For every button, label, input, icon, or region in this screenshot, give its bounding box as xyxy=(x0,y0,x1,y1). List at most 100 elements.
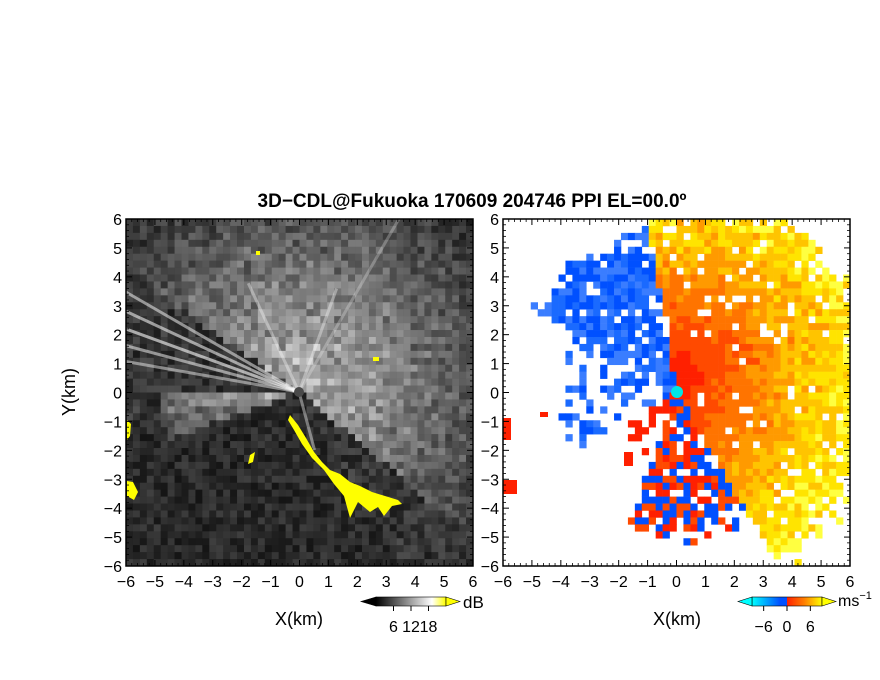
intensity-cell xyxy=(223,545,231,553)
velocity-cell xyxy=(773,427,781,435)
intensity-cell xyxy=(285,454,293,463)
intensity-cell xyxy=(466,503,473,511)
intensity-cell xyxy=(459,246,467,254)
intensity-cell xyxy=(174,336,182,345)
intensity-cell xyxy=(375,517,384,525)
intensity-cell xyxy=(167,309,175,317)
velocity-cell xyxy=(843,350,850,359)
intensity-cell xyxy=(285,336,293,345)
intensity-cell xyxy=(396,267,404,275)
velocity-cell xyxy=(641,232,650,241)
intensity-cell xyxy=(230,454,238,463)
velocity-cell xyxy=(593,260,601,268)
intensity-cell xyxy=(285,302,293,310)
intensity-cell xyxy=(320,281,328,289)
intensity-cell xyxy=(334,448,342,456)
intensity-cell xyxy=(160,385,168,393)
intensity-cell xyxy=(348,371,356,379)
intensity-cell xyxy=(271,538,279,546)
velocity-cell xyxy=(759,503,768,511)
velocity-cell xyxy=(662,267,670,275)
intensity-cell xyxy=(417,559,425,566)
x-tick-label: 4 xyxy=(788,574,797,591)
intensity-cell xyxy=(243,448,252,456)
intensity-cell xyxy=(424,288,432,296)
velocity-cell xyxy=(648,503,656,511)
velocity-cell xyxy=(725,461,733,470)
intensity-cell xyxy=(195,517,203,525)
beam-ray xyxy=(126,359,300,394)
intensity-cell xyxy=(368,274,377,282)
intensity-cell xyxy=(375,357,384,366)
intensity-cell xyxy=(271,260,279,268)
intensity-cell xyxy=(389,552,397,560)
intensity-cell xyxy=(195,288,203,296)
intensity-cell xyxy=(146,524,155,532)
intensity-cell xyxy=(257,524,266,532)
velocity-cell xyxy=(607,267,615,275)
velocity-cell xyxy=(669,316,677,324)
intensity-cell xyxy=(320,545,328,553)
intensity-cell xyxy=(271,246,279,254)
velocity-cell xyxy=(697,336,705,345)
intensity-cell xyxy=(361,524,370,532)
velocity-cell xyxy=(579,267,587,275)
velocity-cell xyxy=(732,420,740,428)
intensity-cell xyxy=(223,482,231,490)
velocity-cell xyxy=(634,246,643,254)
velocity-cell xyxy=(780,232,788,241)
velocity-cell xyxy=(815,434,823,442)
intensity-cell xyxy=(403,323,411,331)
velocity-cell xyxy=(738,420,747,428)
intensity-cell xyxy=(132,309,141,317)
intensity-cell xyxy=(250,441,259,449)
velocity-cell xyxy=(829,288,837,296)
intensity-cell xyxy=(306,295,314,303)
intensity-cell xyxy=(167,531,175,539)
intensity-cell xyxy=(132,385,141,393)
intensity-cell xyxy=(167,448,175,456)
velocity-cell xyxy=(662,385,670,393)
intensity-cell xyxy=(264,330,273,338)
velocity-cell xyxy=(759,371,768,379)
intensity-cell xyxy=(396,427,404,435)
intensity-cell xyxy=(355,475,363,484)
intensity-cell xyxy=(313,219,321,227)
velocity-cell xyxy=(669,239,677,248)
intensity-cell xyxy=(417,288,425,296)
intensity-cell xyxy=(410,510,418,518)
intensity-cell xyxy=(250,392,259,400)
velocity-cell xyxy=(732,517,740,525)
intensity-cell xyxy=(348,239,356,248)
intensity-cell xyxy=(382,330,391,338)
x-tick-label: −5 xyxy=(146,574,164,591)
velocity-cell xyxy=(843,385,850,393)
intensity-cell xyxy=(355,399,363,407)
velocity-cell xyxy=(600,343,608,352)
intensity-cell xyxy=(292,448,300,456)
intensity-cell xyxy=(126,531,134,539)
intensity-cell xyxy=(466,441,473,449)
velocity-cell xyxy=(808,267,816,275)
intensity-cell xyxy=(299,461,307,470)
intensity-cell xyxy=(375,489,384,497)
intensity-cell xyxy=(417,302,425,310)
intensity-cell xyxy=(271,434,279,442)
velocity-cell xyxy=(572,260,580,268)
intensity-cell xyxy=(313,545,321,553)
intensity-cell xyxy=(341,531,349,539)
velocity-cell xyxy=(738,316,747,324)
intensity-cell xyxy=(327,239,335,248)
intensity-cell xyxy=(243,420,252,428)
velocity-cell xyxy=(801,364,809,372)
intensity-cell xyxy=(396,420,404,428)
intensity-cell xyxy=(188,295,196,303)
intensity-cell xyxy=(160,281,168,289)
velocity-cell xyxy=(586,420,594,428)
intensity-cell xyxy=(223,336,231,345)
velocity-cell xyxy=(801,454,809,463)
velocity-cell xyxy=(607,316,615,324)
intensity-cell xyxy=(146,420,155,428)
intensity-cell xyxy=(403,309,411,317)
